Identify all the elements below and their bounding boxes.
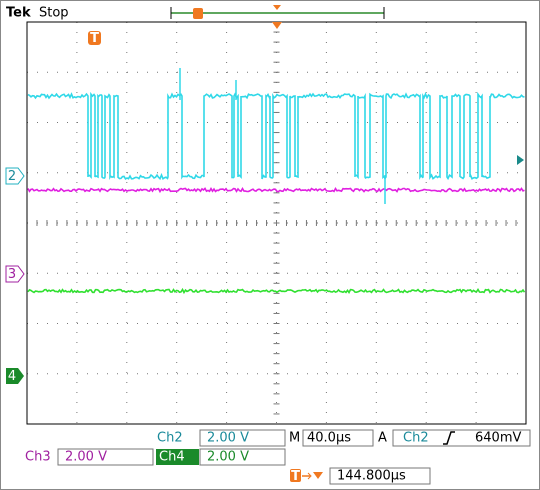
record-bar	[170, 5, 385, 19]
position-icon	[290, 469, 323, 482]
ch3-box	[57, 448, 154, 466]
trigger-source: Ch2	[403, 431, 429, 446]
ch3-marker-label: 3	[8, 267, 16, 282]
trigger-arrow	[272, 22, 282, 29]
ch2-marker	[5, 167, 25, 185]
ch2-marker-label: 2	[8, 169, 16, 184]
level-arrow	[517, 155, 524, 165]
ch2-trace	[27, 91, 525, 181]
trigger-marker	[88, 31, 101, 45]
slope-icon	[443, 431, 455, 445]
ch4-label: Ch4	[159, 450, 185, 465]
timebase-value: 40.0µs	[307, 431, 351, 446]
timebase-box	[302, 429, 374, 447]
ch4-marker	[6, 368, 24, 384]
graticule	[26, 21, 526, 424]
ch4-box	[199, 448, 286, 466]
ch4-marker-label: 4	[8, 369, 16, 384]
position-value: 144.800µs	[337, 469, 406, 484]
ch3-trace	[27, 186, 525, 194]
position-icon-label: T	[291, 469, 300, 484]
ch4-scale: 2.00 V	[207, 450, 249, 465]
ch3-scale: 2.00 V	[65, 450, 107, 465]
ch2-box	[199, 429, 286, 447]
ch4-label-bg	[156, 449, 199, 465]
trigger-level: 640mV	[475, 431, 521, 446]
trigger-label: A	[378, 431, 387, 446]
ch3-marker	[5, 265, 25, 283]
ch2-scale: 2.00 V	[207, 431, 249, 446]
brand: Tek	[6, 6, 31, 21]
position-box	[329, 467, 431, 485]
trigger-box	[392, 429, 531, 447]
traces	[27, 68, 526, 295]
timebase-label: M	[289, 431, 300, 446]
ch2-label: Ch2	[157, 431, 183, 446]
trigger-marker-label: T	[90, 31, 99, 46]
ch3-label: Ch3	[25, 450, 51, 465]
status: Stop	[39, 6, 69, 21]
ch4-trace	[27, 287, 526, 295]
